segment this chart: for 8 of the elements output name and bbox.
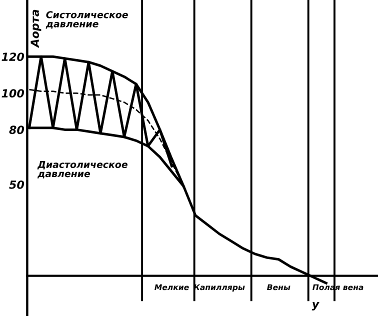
y-tick-label: 100 — [2, 89, 24, 98]
annotation: Систолическое давление — [46, 11, 128, 29]
y-tick-label: 80 — [9, 126, 24, 134]
annotation: Диастолическое давление — [37, 161, 128, 178]
annotation: Аорта — [30, 10, 42, 48]
annotation: у — [312, 302, 320, 310]
y-tick-label: 50 — [9, 180, 24, 189]
y-tick-label: 120 — [2, 52, 24, 62]
